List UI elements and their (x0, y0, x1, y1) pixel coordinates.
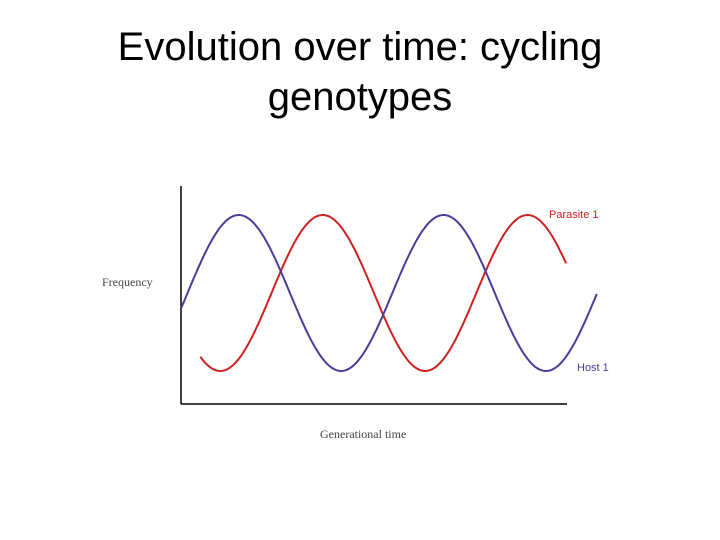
series-label-host-1: Host 1 (577, 362, 609, 374)
title-line-1: Evolution over time: cycling (117, 25, 603, 69)
y-axis-label: Frequency (102, 275, 153, 289)
series-line-parasite-1 (199, 213, 567, 373)
x-axis-label: Generational time (320, 427, 406, 441)
chart-axes (180, 186, 567, 405)
series-layer: Parasite 1 Host 1 (180, 209, 609, 374)
series-line-host-1 (180, 214, 598, 372)
title-line-2: genotypes (267, 75, 453, 119)
series-label-parasite-1: Parasite 1 (549, 209, 599, 221)
slide-title: Evolution over time: cycling genotypes (0, 22, 720, 122)
